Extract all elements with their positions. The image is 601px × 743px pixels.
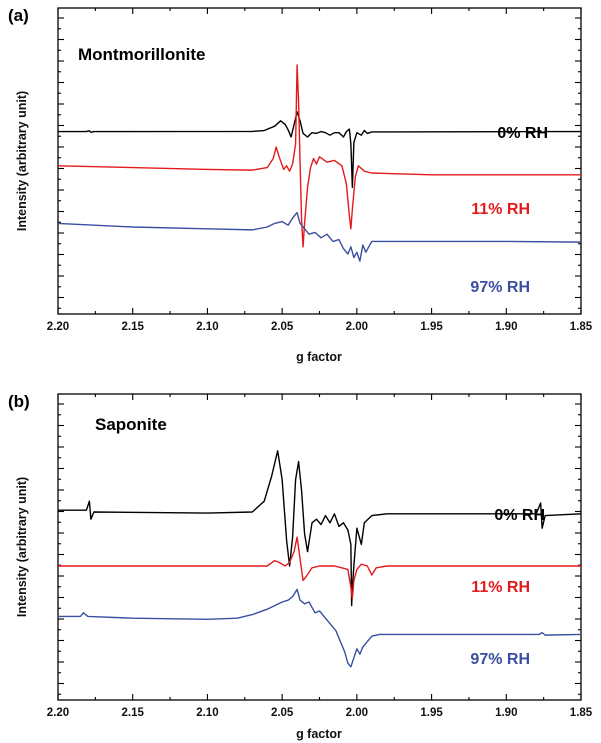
series-label: 97% RH: [470, 279, 530, 296]
series-label: 11% RH: [471, 579, 530, 596]
spectrum-line-11-rh: [58, 536, 581, 600]
panel-b-traces: [58, 450, 582, 668]
x-tick-label: 2.00: [346, 321, 368, 333]
panel-a-title: Montmorillonite: [78, 45, 205, 64]
panel-b-series-labels: 0% RH 11% RH 97% RH: [470, 507, 545, 668]
series-label: 0% RH: [497, 125, 548, 142]
x-tick-label: 2.20: [47, 707, 69, 719]
x-tick-label: 2.20: [47, 321, 69, 333]
spectrum-line-97-rh: [57, 211, 582, 262]
x-tick-label: 2.05: [271, 321, 294, 333]
x-tick-label: 1.90: [495, 321, 517, 333]
series-label: 0% RH: [494, 507, 545, 524]
x-tick-label: 2.05: [271, 707, 294, 719]
panel-b-x-axis: 2.20 2.15 2.10 2.05 2.00 1.95 1.90 1.85: [47, 394, 593, 719]
spectrum-line-97-rh: [58, 588, 582, 668]
x-tick-label: 2.10: [196, 321, 218, 333]
x-tick-label: 1.95: [420, 321, 443, 333]
spectrum-line-0-rh: [58, 450, 582, 607]
panel-b-tag: (b): [8, 392, 30, 411]
x-tick-label: 1.85: [570, 321, 593, 333]
x-tick-label: 1.85: [570, 707, 593, 719]
panel-a: (a) Montmorillonite 2.20 2.15 2.10 2.05 2.00…: [8, 6, 593, 364]
panel-a-y-label: Intensity (arbitrary unit): [15, 91, 29, 231]
x-tick-label: 2.10: [196, 707, 218, 719]
panel-a-tag: (a): [8, 6, 29, 25]
panel-b: (b) Saponite 2.20 2.15 2.10 2.05 2.00 1.95 1.9…: [8, 392, 593, 741]
panel-b-title: Saponite: [95, 415, 167, 434]
panel-b-y-axis: [58, 403, 581, 695]
series-label: 11% RH: [471, 201, 530, 218]
spectrum-line-11-rh: [57, 64, 581, 248]
panel-a-x-axis: 2.20 2.15 2.10 2.05 2.00 1.95 1.90 1.85: [47, 8, 593, 333]
panel-a-x-label: g factor: [296, 350, 342, 364]
x-tick-label: 1.90: [495, 707, 517, 719]
panel-a-series-labels: 0% RH 11% RH 97% RH: [470, 125, 548, 296]
panel-a-y-axis: [58, 17, 581, 309]
series-label: 97% RH: [470, 651, 530, 668]
spectrum-line-0-rh: [58, 111, 581, 189]
panel-a-traces: [57, 64, 582, 262]
x-tick-label: 2.15: [122, 321, 145, 333]
panel-b-x-label: g factor: [296, 727, 342, 741]
x-tick-label: 1.95: [420, 707, 443, 719]
panel-b-y-label: Intensity (arbitrary unit): [15, 477, 29, 617]
x-tick-label: 2.15: [122, 707, 145, 719]
x-tick-label: 2.00: [346, 707, 368, 719]
